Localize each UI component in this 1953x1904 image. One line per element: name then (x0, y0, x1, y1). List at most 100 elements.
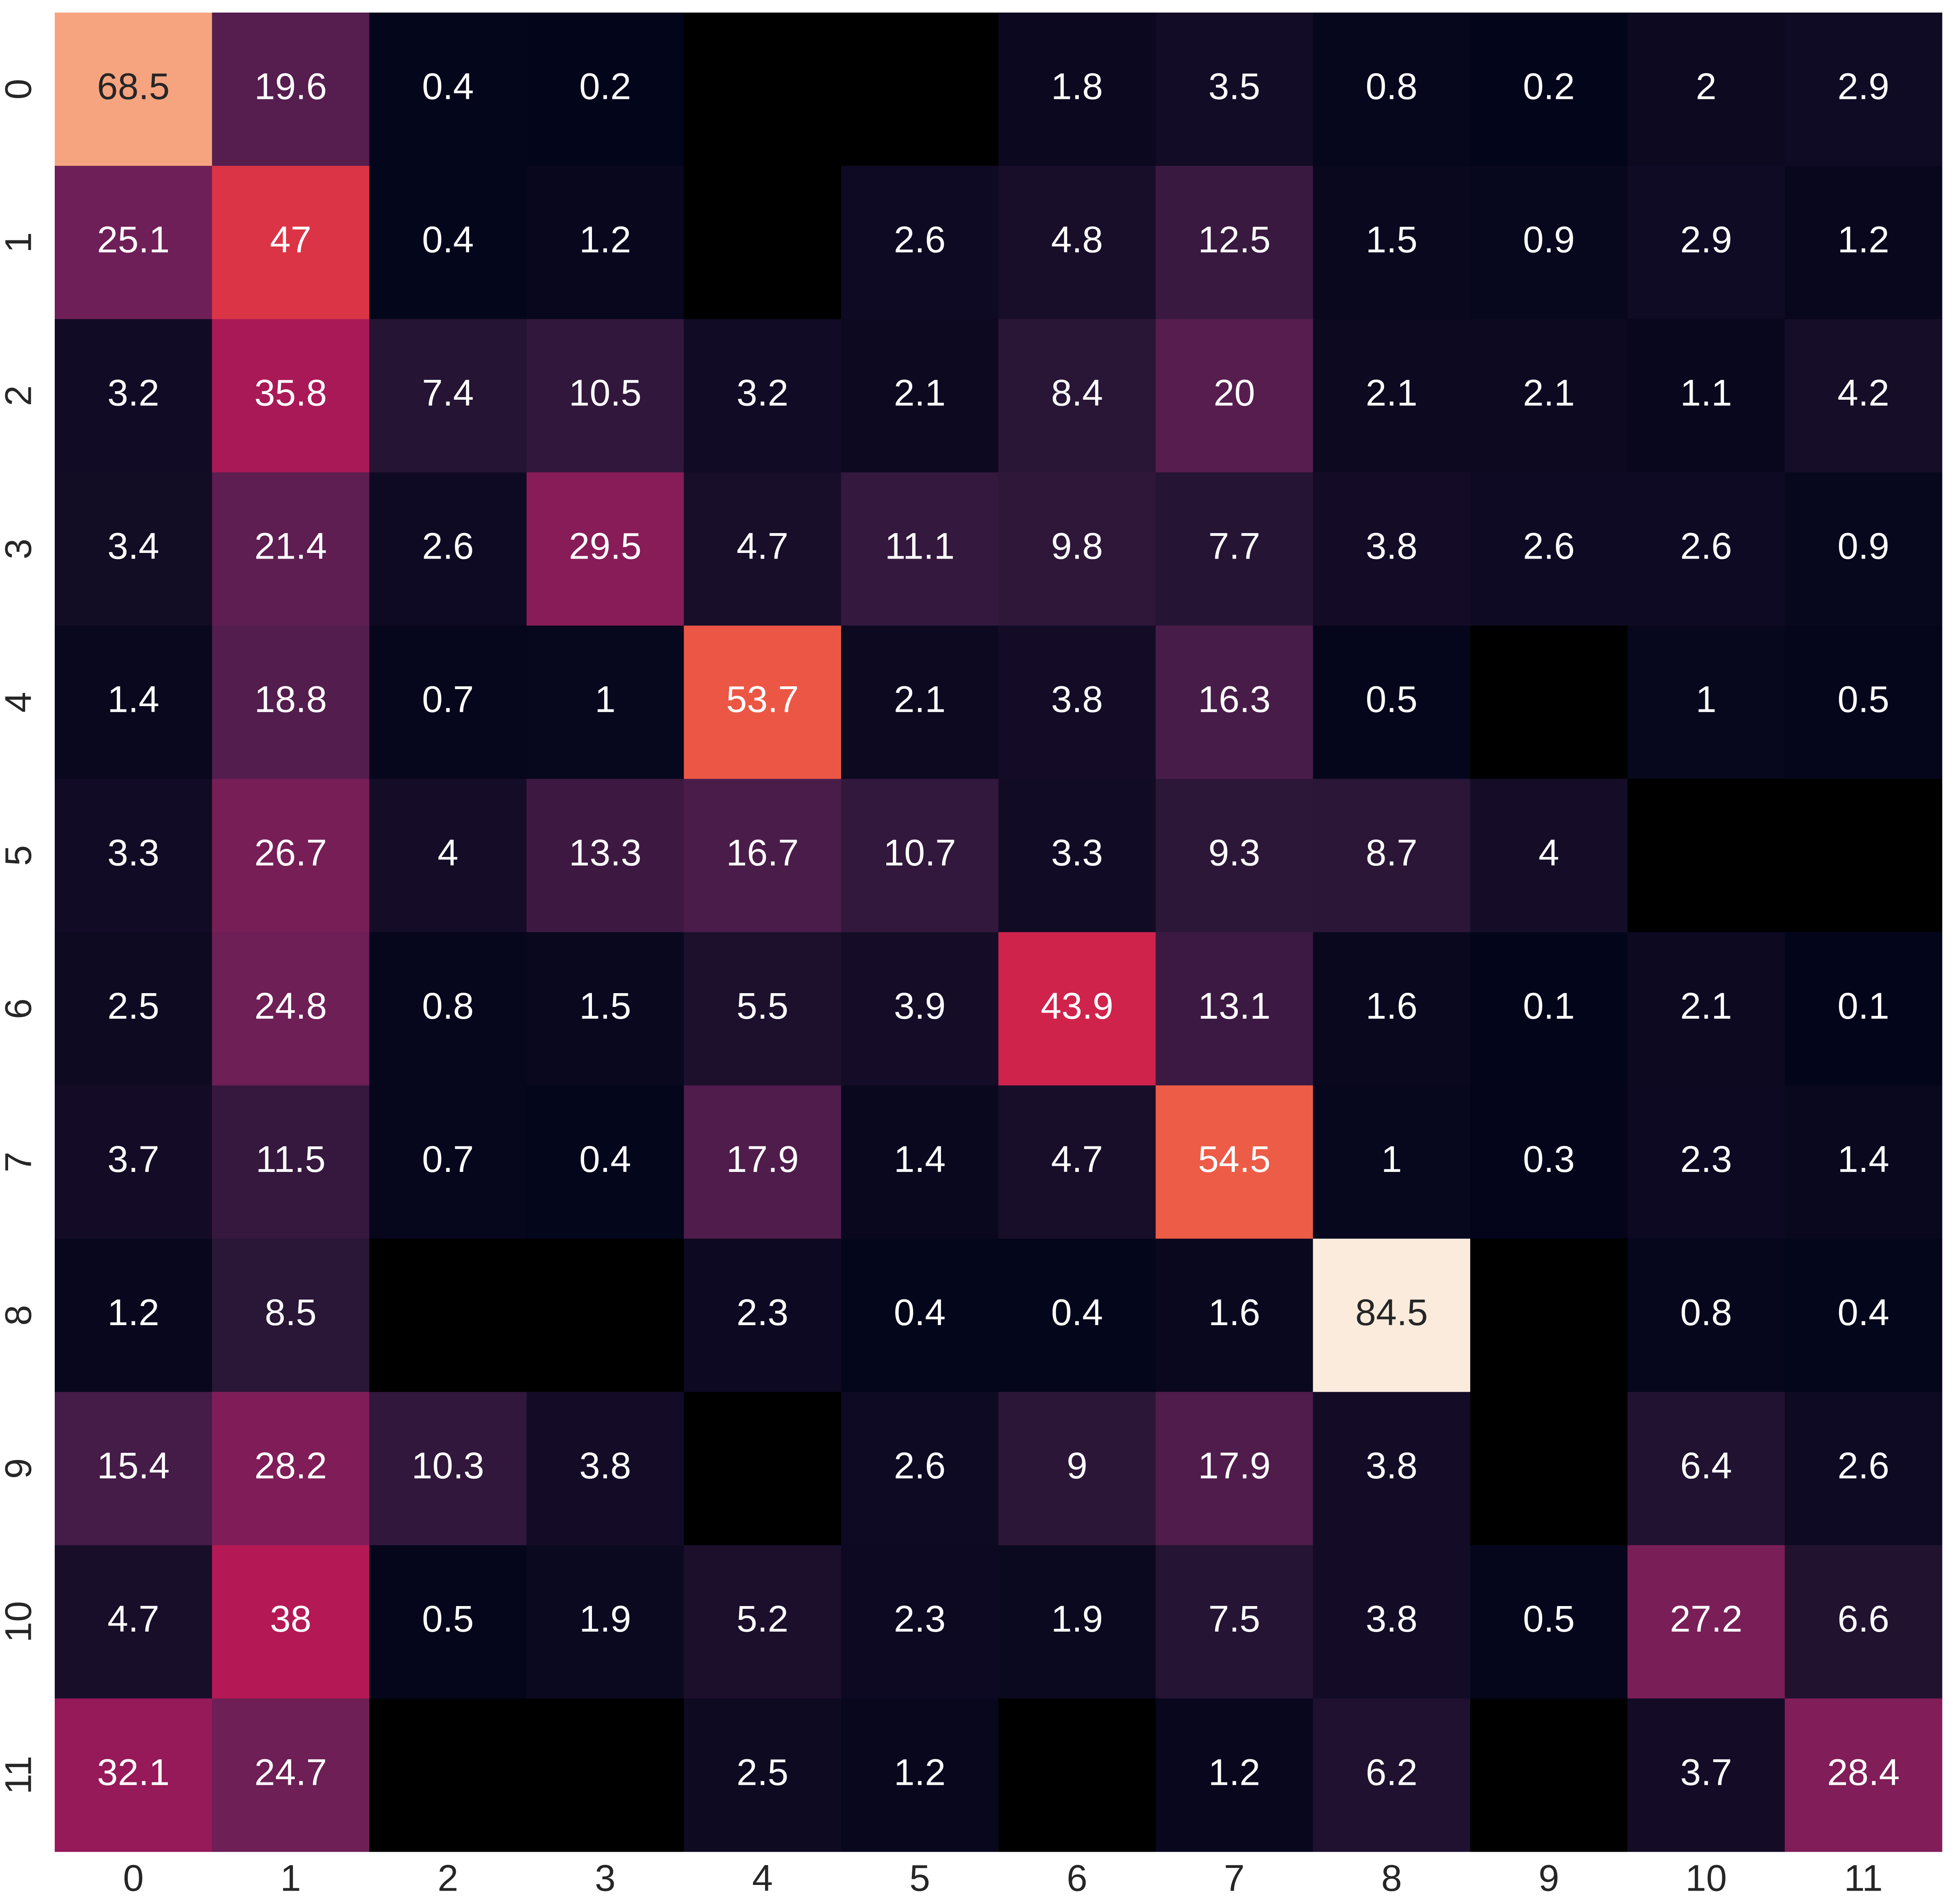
x-tick-label: 0 (123, 1857, 144, 1899)
cell-label: 0.4 (1051, 1292, 1103, 1333)
cell (212, 625, 370, 779)
cell-label: 0.7 (422, 679, 474, 720)
empty-cell (369, 1698, 527, 1852)
cell (998, 1238, 1156, 1392)
cell (1627, 625, 1785, 779)
cell-label: 1 (1696, 679, 1717, 720)
cell-label: 0.1 (1837, 985, 1889, 1027)
x-tick-label: 7 (1224, 1857, 1245, 1899)
cell (684, 472, 842, 626)
cell-label: 2.3 (894, 1598, 946, 1640)
cell-label: 15.4 (97, 1445, 169, 1486)
cell-label: 9.8 (1051, 526, 1103, 567)
cell (1470, 319, 1628, 473)
cell-label: 0.9 (1523, 219, 1575, 260)
cell (1156, 472, 1313, 626)
cell (55, 13, 212, 166)
cell (369, 166, 527, 319)
cell (841, 932, 999, 1086)
cell-label: 1.2 (579, 219, 631, 260)
cell-label: 4.2 (1837, 373, 1889, 414)
cell (1470, 166, 1628, 319)
cell (1156, 779, 1313, 932)
cell-label: 1.2 (107, 1292, 159, 1333)
y-tick-label: 8 (0, 1305, 39, 1326)
cell-label: 0.5 (1366, 679, 1417, 720)
cell (212, 779, 370, 932)
cell-label: 11.1 (885, 526, 954, 567)
cell (1785, 1392, 1942, 1546)
cell-label: 7.7 (1208, 526, 1260, 567)
cell (841, 779, 999, 932)
cell (1156, 932, 1313, 1086)
x-tick-label: 10 (1685, 1857, 1727, 1899)
x-tick-label: 8 (1381, 1857, 1402, 1899)
cell-label: 53.7 (726, 679, 799, 720)
cell-label: 3.8 (579, 1445, 631, 1486)
cell-label: 13.3 (569, 832, 641, 874)
cell-label: 38 (270, 1598, 311, 1640)
cell (1627, 13, 1785, 166)
empty-cell (1470, 1238, 1628, 1392)
cell (212, 1698, 370, 1852)
cell-label: 28.2 (254, 1445, 327, 1486)
cell-label: 0.9 (1837, 526, 1889, 567)
cell (998, 779, 1156, 932)
cell (55, 1545, 212, 1699)
cell (1313, 1545, 1471, 1699)
cell (841, 1392, 999, 1546)
cell (1470, 13, 1628, 166)
empty-cell (1785, 779, 1942, 932)
cell (526, 625, 684, 779)
cell-label: 16.3 (1198, 679, 1271, 720)
cell-label: 0.8 (1366, 66, 1417, 107)
cell-label: 54.5 (1198, 1139, 1271, 1180)
cell-label: 1.5 (1366, 219, 1417, 260)
cell-label: 3.8 (1366, 1598, 1417, 1640)
cell (1785, 1238, 1942, 1392)
cell (369, 779, 527, 932)
empty-cell (369, 1238, 527, 1392)
y-tick-label: 4 (0, 692, 39, 713)
cell-label: 0.4 (1837, 1292, 1889, 1333)
cell-label: 3.5 (1208, 66, 1260, 107)
cell (684, 319, 842, 473)
cell-label: 2.6 (1837, 1445, 1889, 1486)
cell-label: 2.1 (1680, 985, 1732, 1027)
cell (1785, 472, 1942, 626)
cell (1470, 472, 1628, 626)
cell-label: 0.4 (422, 66, 474, 107)
cell-label: 7.5 (1208, 1598, 1260, 1640)
cell (684, 1545, 842, 1699)
cell (1470, 1545, 1628, 1699)
cell (1627, 1698, 1785, 1852)
cell-label: 10.7 (883, 832, 956, 874)
empty-cell (1470, 625, 1628, 779)
cell (1785, 319, 1942, 473)
cell (684, 932, 842, 1086)
cell (369, 625, 527, 779)
cell (1627, 1238, 1785, 1392)
cell (1313, 779, 1471, 932)
cell-label: 6.6 (1837, 1598, 1889, 1640)
cell-label: 0.4 (894, 1292, 946, 1333)
empty-cell (526, 1238, 684, 1392)
cell (212, 1238, 370, 1392)
cell (212, 13, 370, 166)
y-tick-label: 9 (0, 1458, 39, 1479)
cell-label: 0.1 (1523, 985, 1575, 1027)
cell-label: 1.2 (1208, 1752, 1260, 1793)
cell-label: 16.7 (726, 832, 799, 874)
cell-label: 3.7 (107, 1139, 159, 1180)
cell-label: 29.5 (569, 526, 641, 567)
x-tick-label: 3 (595, 1857, 615, 1899)
cell-label: 0.5 (1523, 1598, 1575, 1640)
cell-label: 2.6 (1523, 526, 1575, 567)
cell-label: 3.7 (1680, 1752, 1732, 1793)
cell-label: 20 (1213, 373, 1255, 414)
cell-label: 2.1 (894, 679, 946, 720)
cell (526, 1085, 684, 1239)
cell-label: 1.6 (1366, 985, 1417, 1027)
cell (212, 319, 370, 473)
cell (1313, 1392, 1471, 1546)
